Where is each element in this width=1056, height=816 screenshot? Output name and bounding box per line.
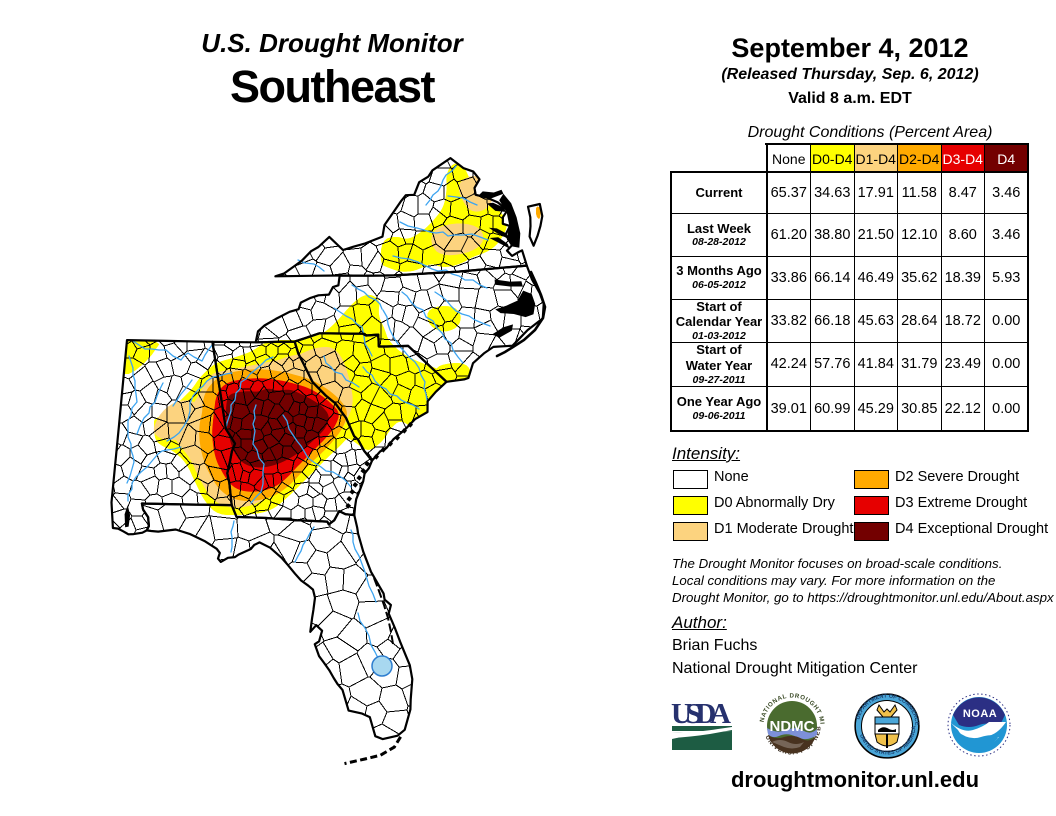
- svg-text:NOAA: NOAA: [963, 708, 997, 720]
- svg-text:USDA: USDA: [671, 698, 731, 730]
- svg-text:NDMC: NDMC: [770, 718, 815, 735]
